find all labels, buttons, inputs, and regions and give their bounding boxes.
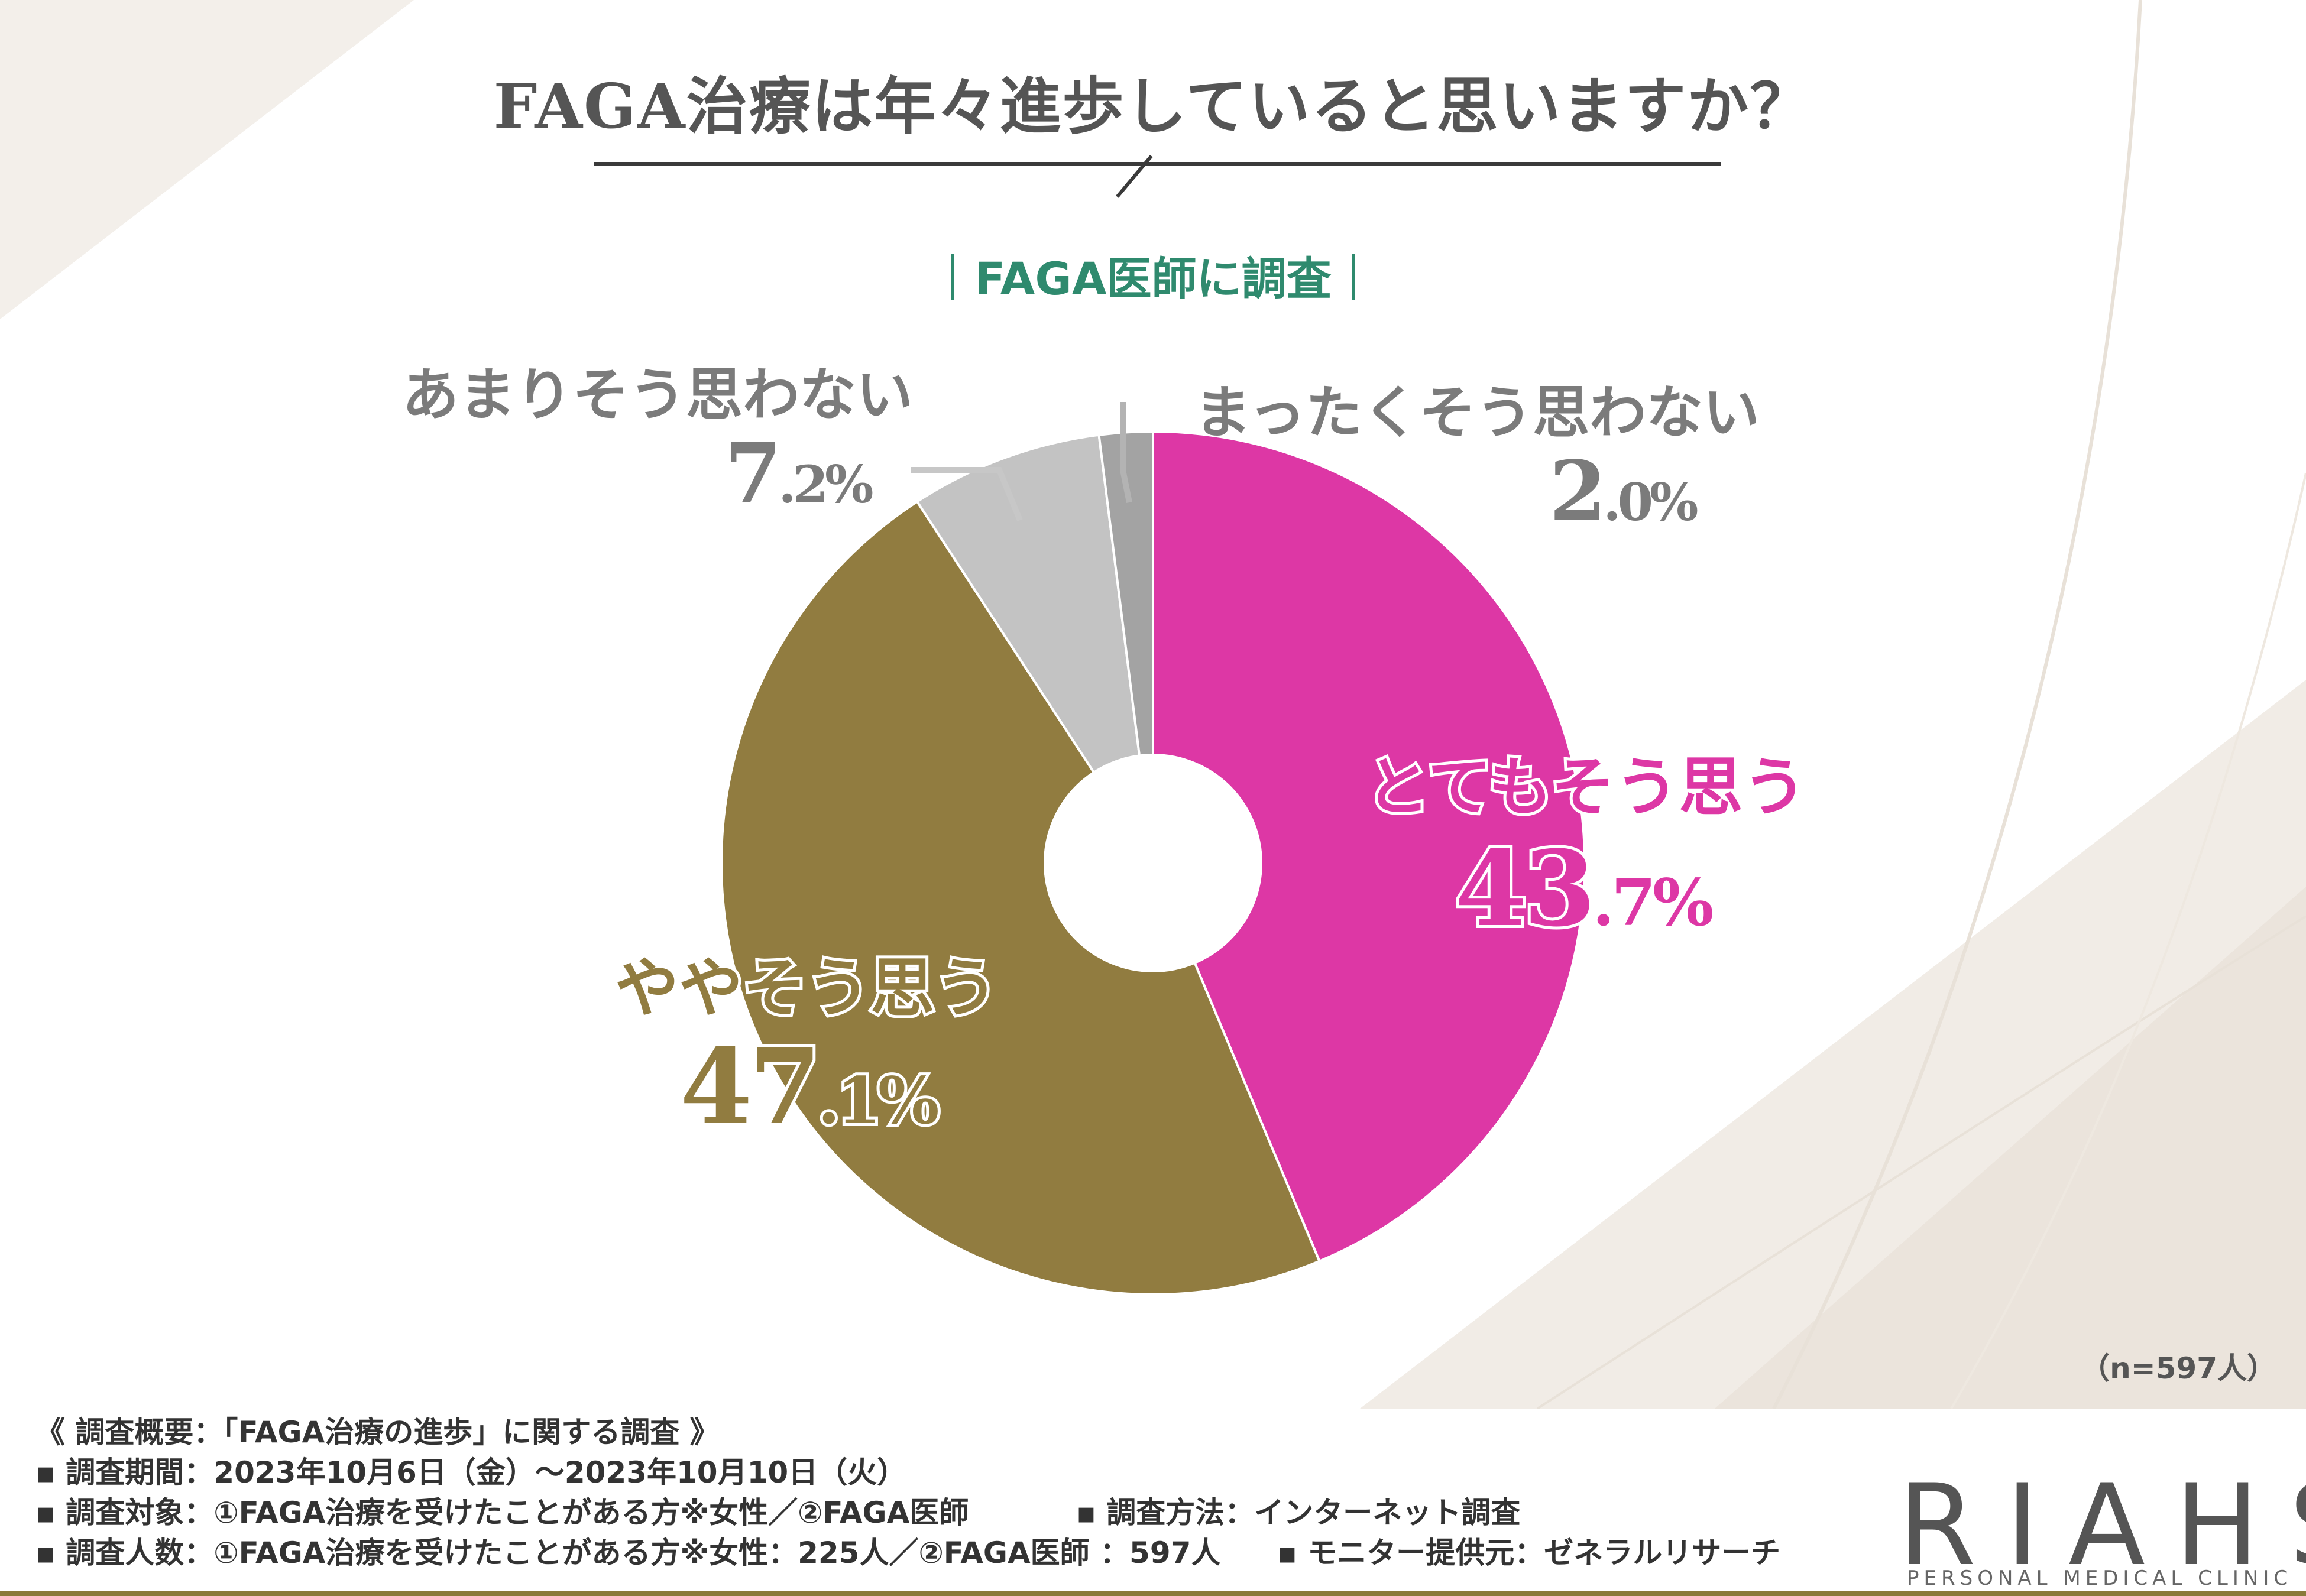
footer-survey-period: ▪ 調査期間：2023年10月6日（金）〜2023年10月10日（火）: [35, 1455, 907, 1490]
subtitle-left-bar: [951, 254, 955, 300]
slice-label-very: とてもそう思う: [1363, 748, 1809, 828]
leader-line-not-much: [911, 467, 1023, 521]
slice-pct-very: 43.7%: [1452, 825, 1716, 953]
slice-very: [1152, 430, 1586, 1263]
slice-label-somewhat: ややそう思う: [612, 949, 1001, 1029]
slice-label-not-at-all: まったくそう思わない: [1194, 379, 1760, 446]
footer-monitor-provider: ▪ モニター提供元：ゼネラルリサーチ: [1277, 1536, 1781, 1570]
leader-line-not-at-all: [1120, 402, 1132, 503]
subtitle-right-bar: [1351, 254, 1355, 300]
donut-hole: [1044, 754, 1262, 972]
slice-pct-not-much: 7.2%: [724, 426, 874, 523]
slice-pct-not-at-all: 2.0%: [1549, 443, 1699, 540]
chart-subtitle: FAGA医師に調査: [0, 242, 2306, 307]
slice-not-much: [915, 433, 1154, 864]
subtitle-text: FAGA医師に調査: [974, 252, 1332, 305]
footer-survey-summary: 《 調査概要：「FAGA治療の進歩」に関する調査 》 ▪ 調査期間：2023年1…: [0, 1409, 2306, 1596]
clinic-logo-tagline: PERSONAL MEDICAL CLINIC: [1907, 1566, 2293, 1590]
title-underline: [594, 162, 1721, 166]
footer-accent-bar: [0, 1591, 2306, 1596]
chart-title: FAGA治療は年々進歩していると思いますか？: [493, 70, 1813, 142]
slice-somewhat: [720, 499, 1322, 1296]
footer-survey-target: ▪ 調査対象：①FAGA治療を受けたことがある方※女性／②FAGA医師: [35, 1496, 969, 1530]
slice-pct-somewhat: 47.1%: [677, 1023, 942, 1151]
footer-summary-heading: 《 調査概要：「FAGA治療の進歩」に関する調査 》: [35, 1415, 720, 1449]
footer-survey-count: ▪ 調査人数：①FAGA治療を受けたことがある方※女性：225人／②FAGA医師…: [35, 1536, 1221, 1570]
clinic-logo: RIAHS: [1898, 1460, 2306, 1591]
footer-survey-method: ▪ 調査方法：インターネット調査: [1076, 1496, 1521, 1530]
slice-label-not-much: あまりそう思わない: [402, 362, 913, 428]
sample-size-note: （n=597人）: [2080, 1351, 2276, 1386]
